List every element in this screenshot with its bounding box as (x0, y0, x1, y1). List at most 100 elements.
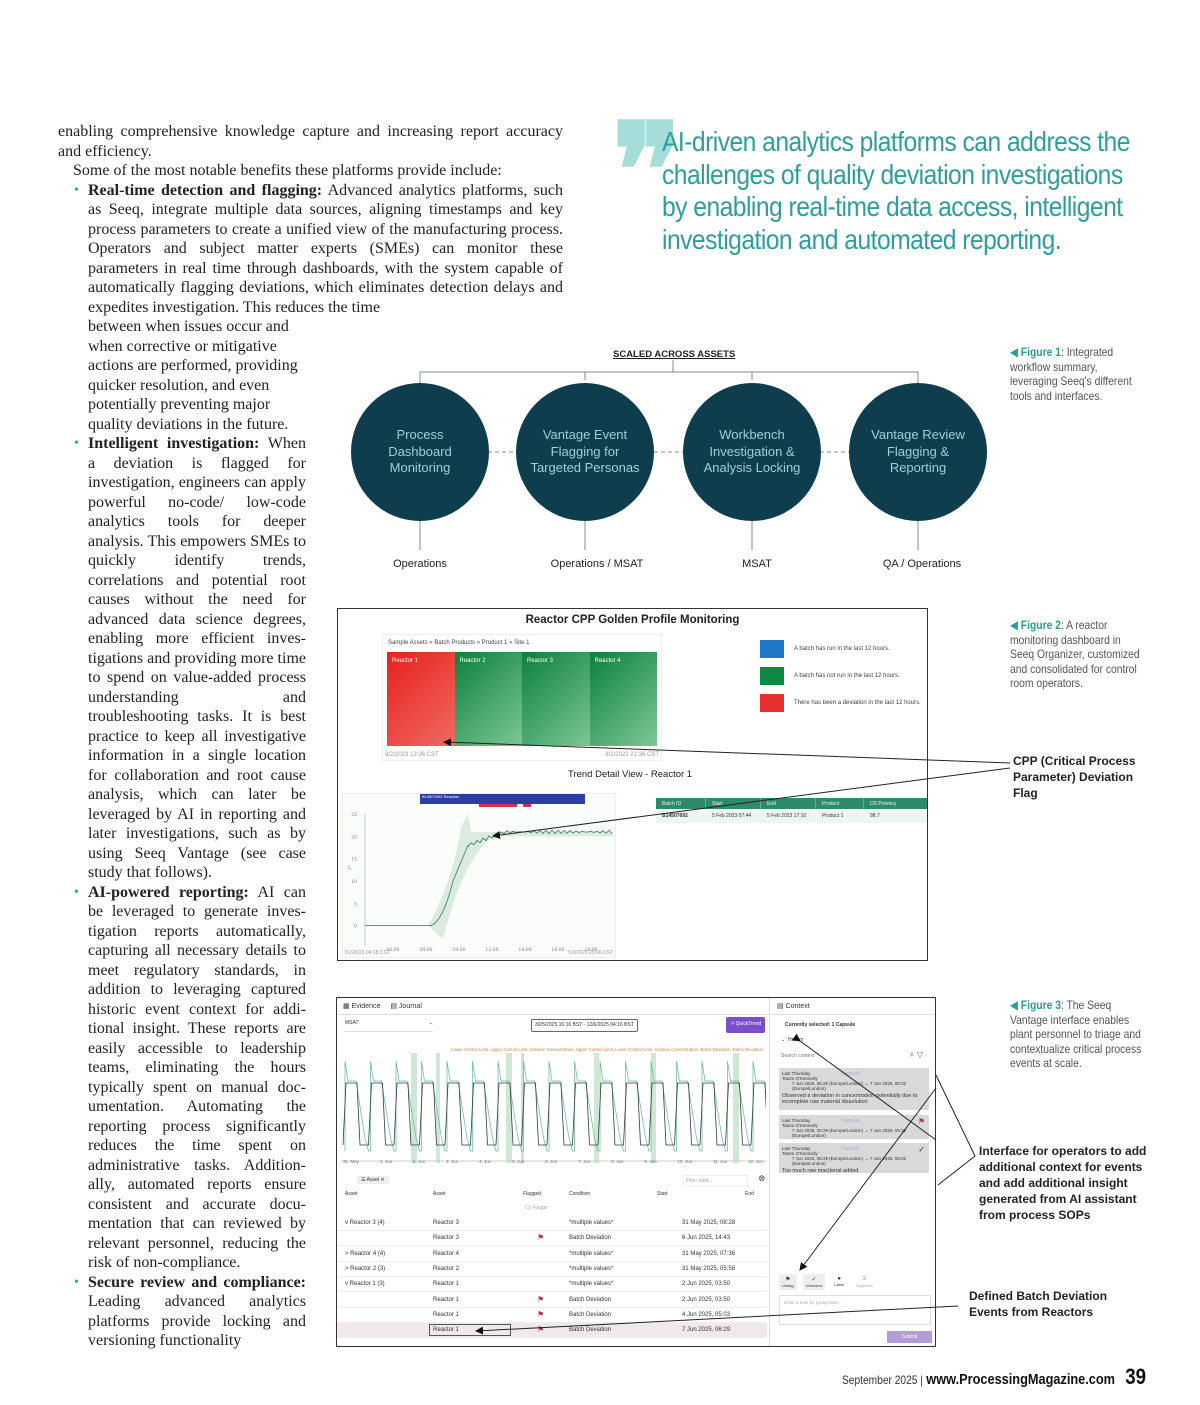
cell-asset: Reactor 1 (433, 1281, 460, 1288)
table-header[interactable]: Start (706, 798, 761, 809)
x-tick: 14:00 (519, 947, 532, 953)
cell-asset: Reactor 1 (433, 1327, 460, 1334)
context-card[interactable]: Last Thursday Tatum O'Kennedy 7 Jun 2025, … (779, 1143, 929, 1174)
dashboard-title: Reactor CPP Golden Profile Monitoring (525, 614, 740, 626)
flag-icon[interactable]: ⚑ (917, 1117, 925, 1126)
table-row[interactable]: Reactor 1 Batch Deviation 2 Jun 2025, 03:5… (337, 1293, 767, 1308)
highlight-box (429, 1324, 511, 1337)
flag-icon[interactable]: ⚑ (537, 1233, 545, 1243)
cell-asset: Reactor 1 (433, 1311, 460, 1318)
x-tick: 10. Jun (677, 1159, 693, 1164)
date-range-field[interactable]: 30/5/2025 16:16 BST - 12/6/2025 04:16 BS… (531, 1019, 638, 1032)
cpp-annotation: CPP (Critical Process Parameter) Deviati… (1013, 754, 1136, 800)
table-row[interactable]: > Reactor 4 (4) Reactor 4 *multiple values… (337, 1247, 767, 1262)
table-header[interactable]: Product (816, 798, 864, 809)
figure3-caption: ◀ Figure 3: The Seeq Vantage interface e… (1010, 998, 1142, 1070)
submit-button[interactable]: Submit (887, 1331, 932, 1343)
table-row[interactable]: v Reactor 3 (4) Reactor 3 *multiple values… (337, 1216, 767, 1231)
x-tick: 6. Jun (545, 1159, 558, 1164)
column-header[interactable]: Flagged (523, 1191, 542, 1197)
unreview-icon: ✓ (811, 1277, 817, 1283)
y-tick: 5 (354, 901, 357, 907)
table-row[interactable]: Reactor 3 Batch Deviation 6 Jun 2025, 14:4… (337, 1231, 767, 1247)
table-row[interactable]: > Reactor 2 (3) Reactor 2 *multiple values… (337, 1262, 767, 1277)
context-card[interactable]: Last Thursday Tatum O'Kennedy 7 Jun 2025, … (779, 1068, 929, 1110)
table-header[interactable]: DS Potency (864, 798, 927, 809)
note-input[interactable]: Enter a note by typing here... (779, 1295, 931, 1325)
deviation-band (733, 1053, 739, 1163)
table-header[interactable]: End (761, 798, 816, 809)
x-tick: 9. Jun (644, 1159, 657, 1164)
suppress-button[interactable]: ⧖ Suppress (856, 1276, 873, 1288)
context-card[interactable]: Last Thursday Tatum O'Kennedy 7 Jun 2025, … (779, 1115, 929, 1139)
flag-icon[interactable]: ⚑ (537, 1309, 545, 1319)
asset-select[interactable]: MSAT ⌄ (345, 1020, 433, 1032)
figure2-caption: ◀ Figure 2: A reactor monitoring dashboa… (1010, 618, 1140, 690)
column-header[interactable]: Asset (433, 1191, 446, 1197)
history-toggle[interactable]: ⌄ History (781, 1037, 804, 1043)
table-cell: 98.7 (870, 813, 880, 819)
legend-swatch-green (760, 667, 784, 685)
table-row[interactable]: Reactor 1 Batch Deviation 4 Jun 2025, 05:0… (337, 1308, 767, 1323)
x-tick: 5. Jun (512, 1159, 525, 1164)
y-tick: 10 (351, 879, 357, 885)
issue-date: September 2025 | (842, 1373, 923, 1387)
cell-start: 31 May 2025, 07:36 (682, 1250, 736, 1257)
column-header[interactable]: Start (657, 1191, 668, 1197)
search-context-input[interactable]: Search context (781, 1053, 815, 1059)
lead-paragraph: Some of the most notable benefits these … (73, 162, 502, 179)
footer: September 2025 | www.ProcessingMagazine.… (842, 1364, 1146, 1390)
table-header[interactable]: Batch ID (656, 798, 706, 809)
tile-reactor-2[interactable]: Reactor 2 (454, 652, 522, 746)
flag-icon[interactable]: ⚑ (537, 1325, 545, 1335)
x-tick: 2. Jun (412, 1159, 426, 1164)
unflag-button[interactable]: ⚑ Unflag (779, 1274, 797, 1290)
card-type: Capsule (841, 1071, 860, 1077)
cell-start: 6 Jun 2025, 14:43 (682, 1235, 731, 1242)
tab-context[interactable]: ▤ Context (777, 1003, 810, 1010)
column-header[interactable]: End (745, 1191, 754, 1197)
table-row[interactable]: Reactor 1 Batch Deviation 7 Jun 2025, 06:2… (337, 1323, 767, 1339)
figure3-vantage: ▦ Evidence ▤ Journal MSAT ⌄ 30/5/2025 16:… (336, 997, 936, 1347)
deviation-band (594, 1053, 599, 1163)
flag-icon[interactable]: ⚑ (537, 1294, 545, 1304)
article-body-narrow: between when issues occur and when corre… (74, 317, 306, 1351)
intro-paragraph: enabling comprehensive knowledge capture… (58, 123, 563, 160)
tab-evidence[interactable]: ▦ Evidence (343, 1003, 381, 1010)
x-tick: 4. Jun (479, 1159, 492, 1164)
flagged-filter[interactable]: (1) Flagge (525, 1205, 548, 1211)
bullet-realtime: • Real-time detection and flagging: Advan… (74, 181, 564, 316)
filter-table-input[interactable]: Filter table... (683, 1175, 748, 1187)
column-header[interactable]: Condition (569, 1191, 591, 1197)
column-header[interactable]: Asset (345, 1191, 358, 1197)
clear-filter-icon[interactable]: ⊗ (758, 1174, 766, 1184)
cell-asset: Reactor 1 (433, 1296, 460, 1303)
node-workbench-investigation: Workbench Investigation & Analysis Locki… (683, 383, 821, 521)
card-range: 7 Jun 2025, 06:29 (Europe/London) → 7 Ju… (792, 1128, 907, 1138)
table-row[interactable]: v Reactor 1 (3) Reactor 1 *multiple values… (337, 1277, 767, 1293)
x-tick: 11. Jun (712, 1159, 728, 1164)
card-range: 7 Jun 2025, 06:29 (Europe/London) → 7 Ju… (792, 1081, 907, 1091)
x-tick: 7. Jun (578, 1159, 591, 1164)
x-tick: 8. Jun (611, 1159, 624, 1164)
tile-reactor-1[interactable]: Reactor 1 (387, 652, 455, 746)
tile-reactor-4[interactable]: Reactor 4 (589, 652, 657, 746)
check-icon[interactable]: ✓ (918, 1145, 925, 1154)
quicktrend-button[interactable]: ↗ QuickTrend (726, 1017, 766, 1033)
tile-reactor-3[interactable]: Reactor 3 (522, 652, 590, 746)
label-button[interactable]: ● Label (834, 1276, 845, 1287)
tab-journal[interactable]: ▤ Journal (390, 1003, 422, 1010)
magazine-site-link[interactable]: www.ProcessingMagazine.com (926, 1371, 1116, 1388)
cell-asset: Reactor 3 (433, 1220, 460, 1226)
trend-chart (341, 1053, 766, 1163)
group-chip[interactable]: ☰ Asset ✕ (357, 1176, 389, 1184)
y-tick: 25 (351, 812, 357, 818)
x-tick: 3. Jun (445, 1159, 459, 1164)
card-range: 7 Jun 2025, 06:29 (Europe/London) → 7 Ju… (792, 1156, 907, 1166)
table-cell: Product 1 (822, 813, 844, 819)
search-icon[interactable]: ⌕ ▽ (909, 1050, 923, 1059)
solution-concentration-line (344, 1060, 766, 1152)
golden-profile-band (428, 814, 613, 939)
y-tick: 20 (351, 834, 357, 840)
unreview-button[interactable]: ✓ Unreview (802, 1274, 826, 1290)
